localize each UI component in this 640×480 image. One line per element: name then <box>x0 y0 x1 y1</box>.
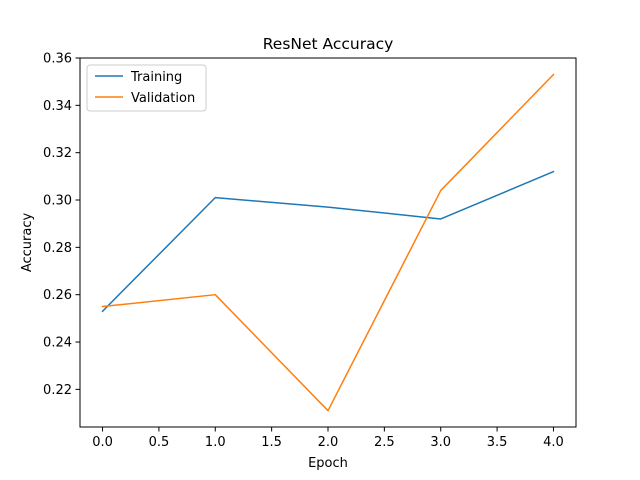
y-tick-label: 0.28 <box>43 241 72 256</box>
x-tick-label: 2.5 <box>374 435 395 450</box>
x-tick-label: 4.0 <box>543 435 564 450</box>
series-layer <box>101 73 555 412</box>
y-tick-label: 0.36 <box>43 52 72 67</box>
legend-label-training: Training <box>130 70 182 85</box>
x-tick-label: 1.0 <box>205 435 226 450</box>
x-tick-label: 0.0 <box>92 435 113 450</box>
x-tick-label: 0.5 <box>149 435 170 450</box>
chart-title: ResNet Accuracy <box>263 35 394 53</box>
legend: Training Validation <box>86 64 207 112</box>
x-axis-label: Epoch <box>308 456 348 471</box>
x-tick-label: 2.0 <box>318 435 339 450</box>
y-tick-label: 0.34 <box>43 99 72 114</box>
x-tick-label: 3.0 <box>430 435 451 450</box>
y-tick-label: 0.30 <box>43 194 72 209</box>
y-tick-label: 0.24 <box>43 336 72 351</box>
x-tick-label: 1.5 <box>261 435 282 450</box>
plot-frame <box>79 57 577 428</box>
plot-area <box>79 57 577 428</box>
y-tick-label: 0.22 <box>43 383 72 398</box>
y-axis-ticks: 0.22 0.24 0.26 0.28 0.30 0.32 0.34 0.36 <box>43 52 80 398</box>
x-axis-ticks: 0.0 0.5 1.0 1.5 2.0 2.5 3.0 3.5 4.0 <box>92 427 564 450</box>
series-line-training <box>101 170 555 313</box>
series-line-validation <box>101 73 555 412</box>
legend-label-validation: Validation <box>131 91 195 106</box>
y-tick-label: 0.32 <box>43 146 72 161</box>
y-axis-label: Accuracy <box>20 213 35 273</box>
y-tick-label: 0.26 <box>43 288 72 303</box>
x-tick-label: 3.5 <box>487 435 508 450</box>
